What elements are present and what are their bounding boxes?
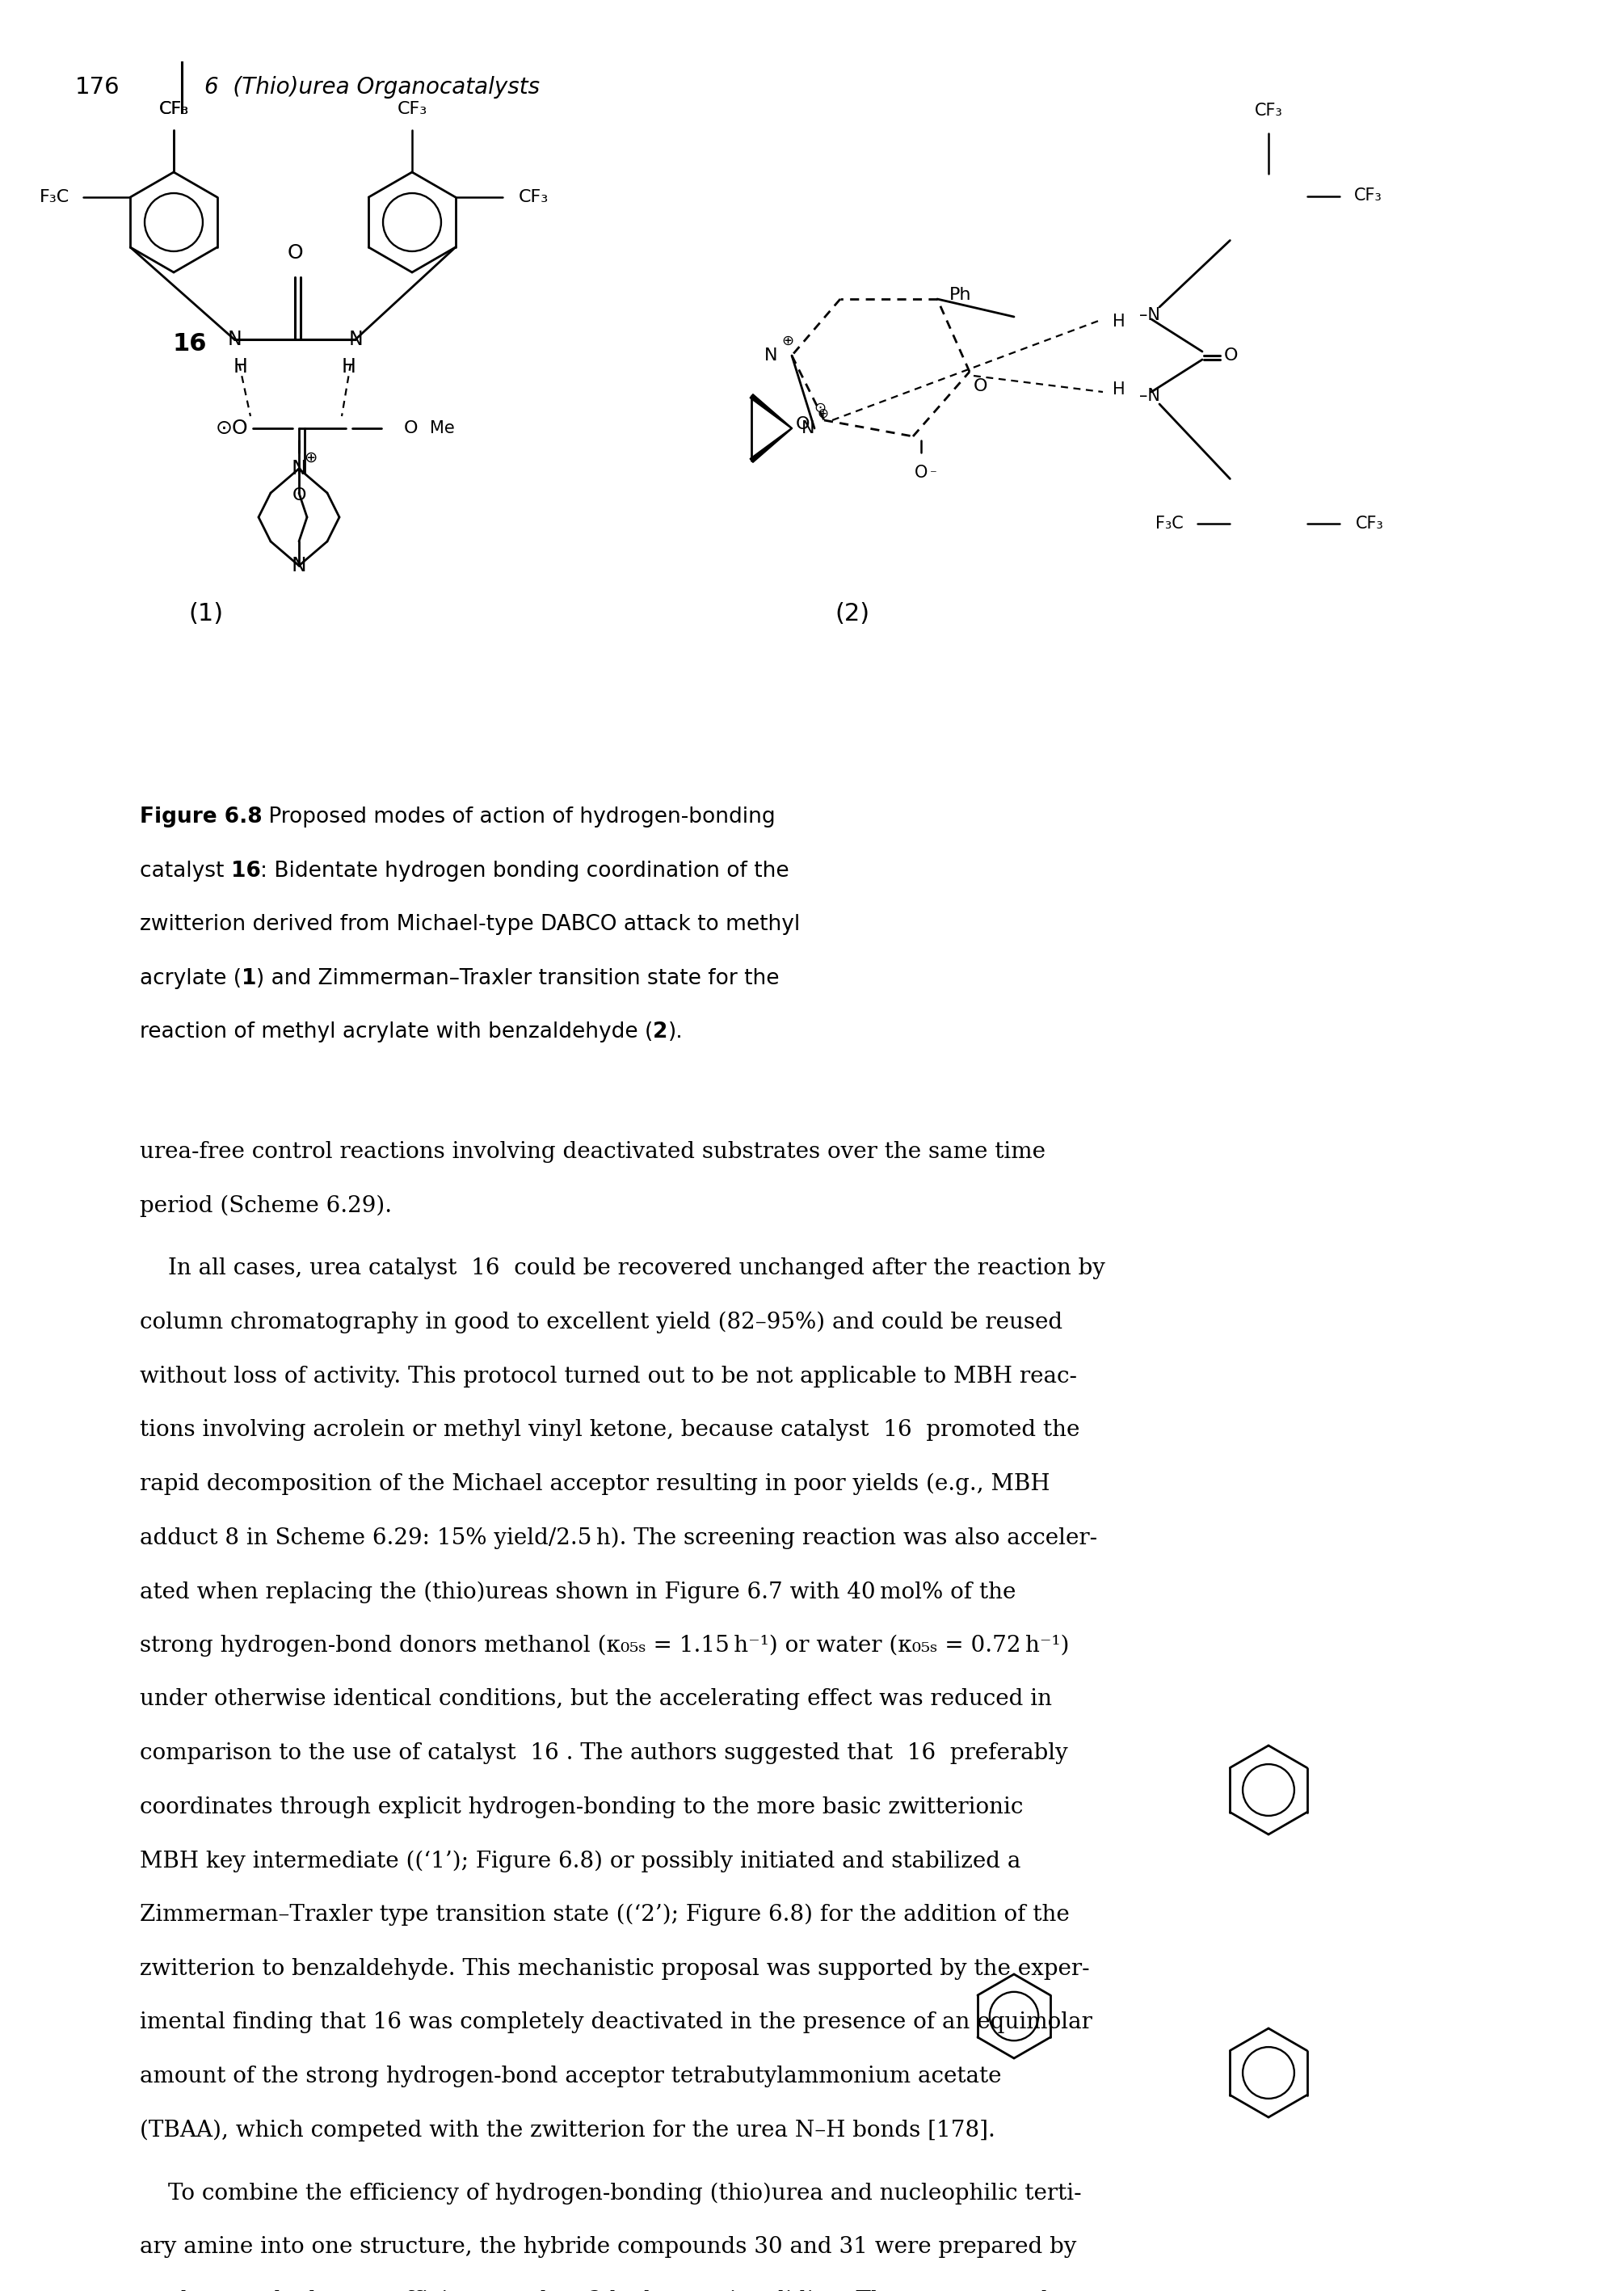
Text: In all cases, urea catalyst  16  could be recovered unchanged after the reaction: In all cases, urea catalyst 16 could be … [167,1258,1104,1281]
Text: urea-free control reactions involving deactivated substrates over the same time: urea-free control reactions involving de… [140,1141,1046,1164]
Text: ⊕: ⊕ [817,406,828,422]
Text: CF₃: CF₃ [159,101,188,117]
Text: acrylate (: acrylate ( [140,967,242,990]
Text: Proposed modes of action of hydrogen-bonding: Proposed modes of action of hydrogen-bon… [261,806,776,827]
Text: 176: 176 [75,76,120,99]
Text: (2): (2) [835,603,870,625]
Text: 16: 16 [231,859,260,882]
Text: coordinates through explicit hydrogen-bonding to the more basic zwitterionic: coordinates through explicit hydrogen-bo… [140,1796,1023,1819]
Text: –N: –N [1138,387,1160,403]
Text: amount of the strong hydrogen-bond acceptor tetrabutylammonium acetate: amount of the strong hydrogen-bond accep… [140,2064,1002,2087]
Text: –N: –N [1138,307,1160,323]
Text: 16: 16 [172,332,206,355]
Text: strong hydrogen-bond donors methanol (κ₀₅ₛ = 1.15 h⁻¹) or water (κ₀₅ₛ = 0.72 h⁻¹: strong hydrogen-bond donors methanol (κ₀… [140,1633,1069,1656]
Text: O: O [1224,348,1237,364]
Text: column chromatography in good to excellent yield (82–95%) and could be reused: column chromatography in good to excelle… [140,1310,1062,1333]
Text: O: O [914,465,927,481]
Text: N: N [227,330,242,348]
Text: catalyst: catalyst [140,859,231,882]
Text: rapid decomposition of the Michael acceptor resulting in poor yields (e.g., MBH: rapid decomposition of the Michael accep… [140,1473,1049,1496]
Text: N: N [348,330,362,348]
Text: CF₃: CF₃ [396,101,427,117]
Text: N: N [801,419,815,435]
Text: under otherwise identical conditions, but the accelerating effect was reduced in: under otherwise identical conditions, bu… [140,1688,1052,1711]
Text: ⊙: ⊙ [814,401,827,415]
Text: ⊕: ⊕ [781,334,794,348]
Text: N: N [291,557,307,575]
Text: H: H [234,357,248,376]
Text: ated when replacing the (thio)ureas shown in Figure 6.7 with 40 mol% of the: ated when replacing the (thio)ureas show… [140,1581,1015,1604]
Text: ary amine into one structure, the hybride compounds 30 and 31 were prepared by: ary amine into one structure, the hybrid… [140,2236,1077,2259]
Text: imental finding that 16 was completely deactivated in the presence of an equimol: imental finding that 16 was completely d… [140,2011,1093,2034]
Text: H: H [1112,380,1125,399]
Text: Ph: Ph [950,286,971,302]
Text: H: H [341,357,356,376]
Text: adduct 8 in Scheme 6.29: 15% yield/2.5 h). The screening reaction was also accel: adduct 8 in Scheme 6.29: 15% yield/2.5 h… [140,1526,1098,1549]
Text: 6  (Thio)urea Organocatalysts: 6 (Thio)urea Organocatalysts [205,76,541,99]
Text: F₃C: F₃C [39,190,70,206]
Text: ).: ). [667,1022,684,1042]
Text: (1): (1) [188,603,224,625]
Text: Me: Me [430,419,455,435]
Text: N: N [763,348,778,364]
Text: ) and Zimmerman–Traxler transition state for the: ) and Zimmerman–Traxler transition state… [257,967,780,990]
Text: F₃C: F₃C [1155,515,1184,532]
Text: comparison to the use of catalyst  16 . The authors suggested that  16  preferab: comparison to the use of catalyst 16 . T… [140,1741,1069,1764]
Text: (TBAA), which competed with the zwitterion for the urea N–H bonds [178].: (TBAA), which competed with the zwitteri… [140,2119,996,2142]
Polygon shape [750,394,793,428]
Text: : Bidentate hydrogen bonding coordination of the: : Bidentate hydrogen bonding coordinatio… [260,859,789,882]
Text: O: O [974,378,987,394]
Text: MBH key intermediate ((‘1’); Figure 6.8) or possibly initiated and stabilized a: MBH key intermediate ((‘1’); Figure 6.8)… [140,1849,1020,1872]
Text: CF₃: CF₃ [1356,515,1384,532]
Text: H: H [1112,314,1125,330]
Text: zwitterion to benzaldehyde. This mechanistic proposal was supported by the exper: zwitterion to benzaldehyde. This mechani… [140,1957,1090,1979]
Text: CF₃: CF₃ [1354,188,1382,204]
Text: ⁻: ⁻ [929,467,937,481]
Text: 1: 1 [242,967,257,990]
Text: CF₃: CF₃ [159,101,188,117]
Text: tions involving acrolein or methyl vinyl ketone, because catalyst  16  promoted : tions involving acrolein or methyl vinyl… [140,1418,1080,1441]
Text: O: O [404,419,417,435]
Text: N: N [291,458,307,479]
Text: O: O [287,243,302,263]
Text: ⊕: ⊕ [304,449,317,465]
Text: 2: 2 [653,1022,667,1042]
Text: without loss of activity. This protocol turned out to be not applicable to MBH r: without loss of activity. This protocol … [140,1365,1077,1388]
Text: O: O [796,417,810,433]
Text: ⊙O: ⊙O [216,419,248,438]
Text: CF₃: CF₃ [518,190,549,206]
Text: period (Scheme 6.29).: period (Scheme 6.29). [140,1194,391,1217]
Polygon shape [750,428,793,463]
Text: Zimmerman–Traxler type transition state ((‘2’); Figure 6.8) for the addition of : Zimmerman–Traxler type transition state … [140,1904,1070,1927]
Text: CF₃: CF₃ [1254,103,1283,119]
Text: zwitterion derived from Michael-type DABCO attack to methyl: zwitterion derived from Michael-type DAB… [140,914,801,935]
Text: Figure 6.8: Figure 6.8 [140,806,261,827]
Text: O: O [292,488,305,504]
Text: reaction of methyl acrylate with benzaldehyde (: reaction of methyl acrylate with benzald… [140,1022,653,1042]
Text: To combine the efficiency of hydrogen-bonding (thio)urea and nucleophilic terti-: To combine the efficiency of hydrogen-bo… [167,2181,1082,2204]
